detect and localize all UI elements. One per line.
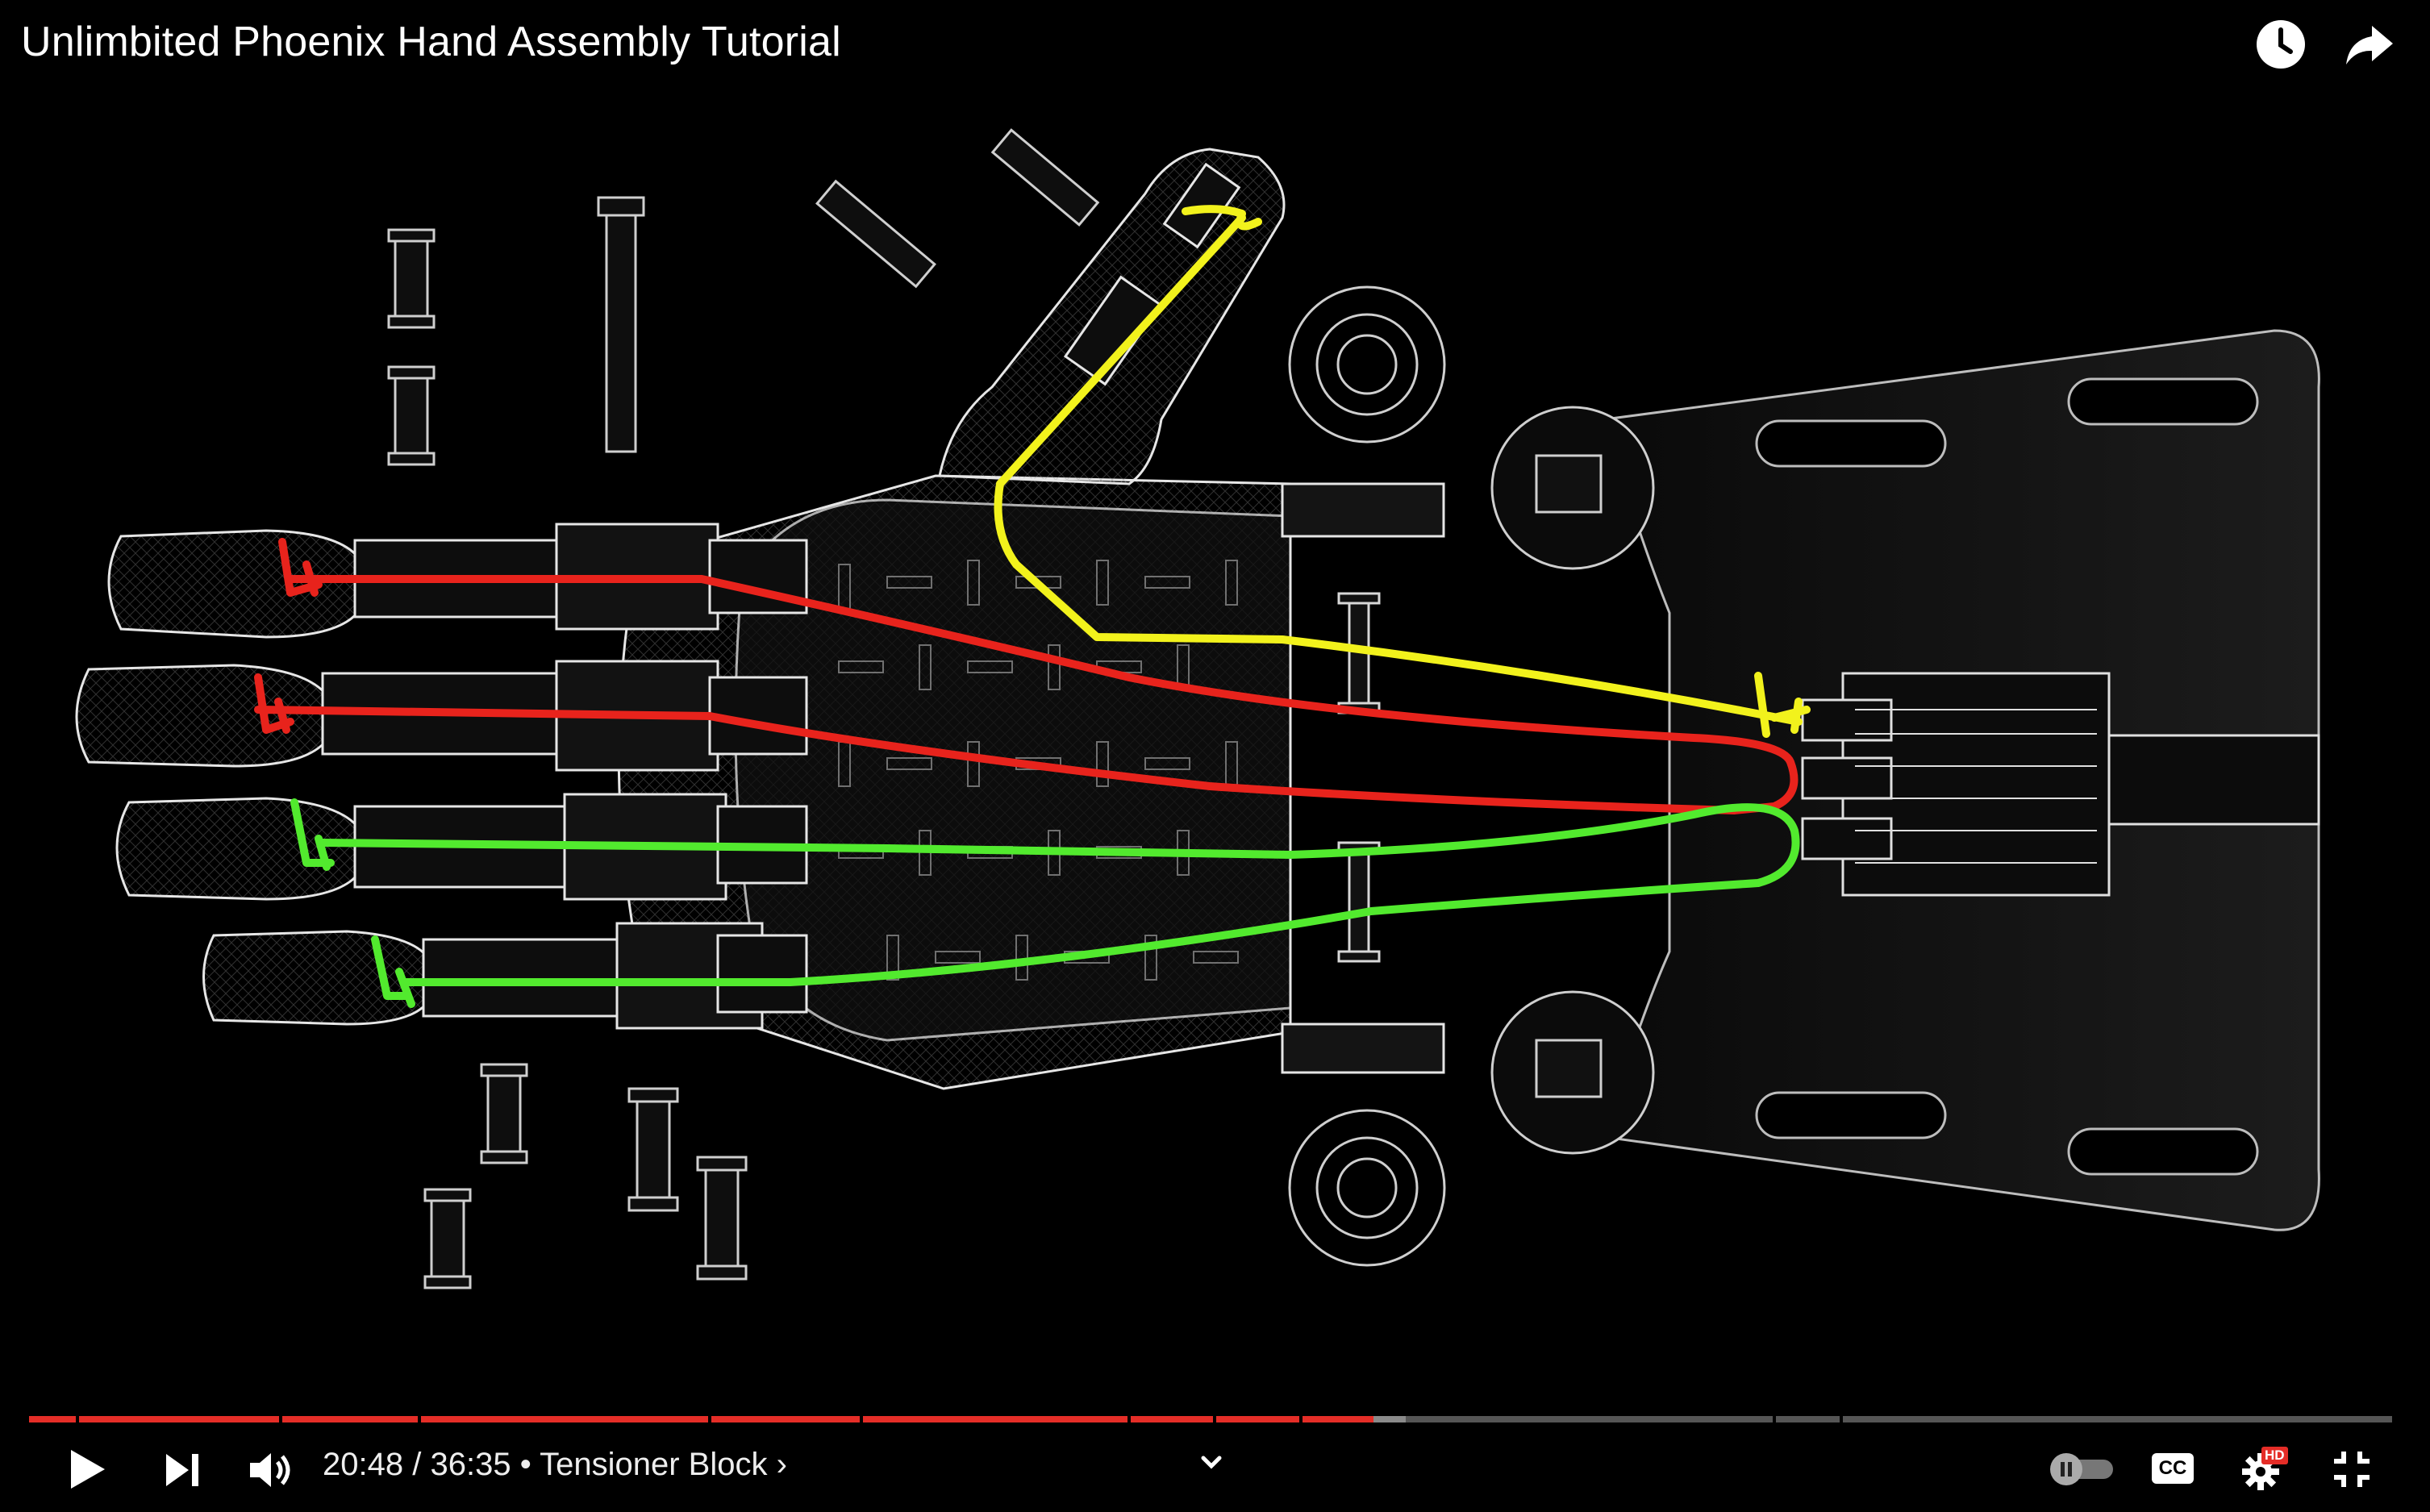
video-title: Unlimbited Phoenix Hand Assembly Tutoria… [21, 19, 841, 65]
watch-later-icon[interactable] [2253, 16, 2309, 73]
progress-chapter-segment[interactable] [1843, 1416, 2392, 1422]
washer-bottom [1288, 1109, 1446, 1267]
hd-badge: HD [2261, 1447, 2288, 1464]
chapter-title[interactable]: Tensioner Block [540, 1447, 768, 1482]
time-separator: / [412, 1447, 422, 1482]
exit-fullscreen-icon [2334, 1452, 2370, 1487]
chapter-bullet: • [519, 1447, 531, 1482]
chevron-down-icon[interactable] [1197, 1452, 1226, 1476]
progress-played [863, 1416, 1127, 1422]
progress-chapter-segment[interactable] [863, 1416, 1127, 1422]
wrist-hub-bottom [1490, 990, 1655, 1155]
thumb [938, 148, 1286, 485]
progress-bar[interactable] [29, 1416, 2392, 1422]
progress-chapter-segment[interactable] [282, 1416, 418, 1422]
progress-chapter-segment[interactable] [421, 1416, 708, 1422]
finger-pinky [202, 922, 808, 1030]
share-icon[interactable] [2341, 16, 2398, 73]
progress-played [79, 1416, 279, 1422]
loose-pins [387, 128, 1100, 1289]
settings-button[interactable]: HD [2240, 1447, 2292, 1492]
washer-top [1288, 285, 1446, 444]
time-display: 20:48 / 36:35 • Tensioner Block › [323, 1447, 787, 1483]
progress-played [1131, 1416, 1213, 1422]
progress-played [29, 1416, 76, 1422]
progress-played [711, 1416, 860, 1422]
progress-played [421, 1416, 708, 1422]
volume-button[interactable] [247, 1448, 294, 1492]
duration: 36:35 [430, 1447, 511, 1482]
wrist-hub-top [1490, 406, 1655, 570]
string-green [290, 798, 1800, 1008]
chapter-arrow[interactable]: › [776, 1447, 787, 1482]
progress-chapter-segment[interactable] [79, 1416, 279, 1422]
progress-chapter-segment[interactable] [1216, 1416, 1299, 1422]
next-button[interactable] [161, 1450, 205, 1490]
captions-icon: CC [2158, 1457, 2187, 1479]
wrist-pins [1337, 592, 1381, 963]
play-button[interactable] [63, 1445, 111, 1493]
autoplay-toggle-icon [2061, 1462, 2072, 1477]
play-icon [71, 1450, 105, 1489]
string-yellow [994, 205, 1811, 738]
progress-played [1216, 1416, 1299, 1422]
progress-chapter-segment[interactable] [711, 1416, 860, 1422]
volume-icon [250, 1453, 290, 1487]
exit-fullscreen-button[interactable] [2331, 1448, 2373, 1490]
progress-chapter-segment[interactable] [29, 1416, 76, 1422]
progress-played [282, 1416, 418, 1422]
autoplay-toggle[interactable] [2047, 1452, 2116, 1487]
progress-chapter-segment[interactable] [1776, 1416, 1840, 1422]
progress-played [1303, 1416, 1374, 1422]
next-icon [166, 1454, 198, 1486]
string-red [254, 538, 1799, 814]
current-time: 20:48 [323, 1447, 404, 1482]
tensioner-block [1801, 672, 2320, 897]
captions-button[interactable]: CC [2152, 1453, 2194, 1484]
progress-chapter-segment[interactable] [1303, 1416, 1773, 1422]
progress-chapter-segment[interactable] [1131, 1416, 1213, 1422]
